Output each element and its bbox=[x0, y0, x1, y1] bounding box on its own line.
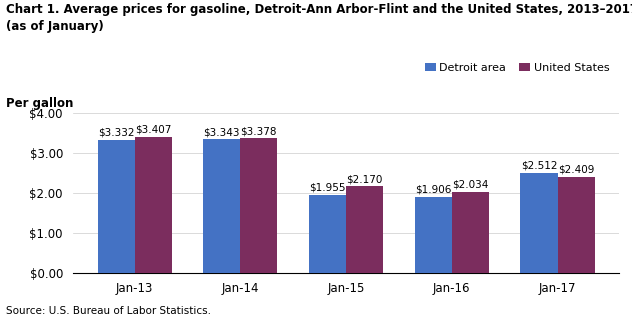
Text: Source: U.S. Bureau of Labor Statistics.: Source: U.S. Bureau of Labor Statistics. bbox=[6, 306, 211, 316]
Text: $3.378: $3.378 bbox=[241, 126, 277, 136]
Text: $2.034: $2.034 bbox=[452, 180, 489, 189]
Text: Chart 1. Average prices for gasoline, Detroit-Ann Arbor-Flint and the United Sta: Chart 1. Average prices for gasoline, De… bbox=[6, 3, 632, 33]
Text: $1.955: $1.955 bbox=[309, 183, 346, 193]
Bar bbox=[204, 139, 240, 273]
Bar bbox=[135, 137, 171, 273]
Bar bbox=[346, 186, 383, 273]
Bar bbox=[415, 197, 452, 273]
Text: $3.407: $3.407 bbox=[135, 125, 171, 135]
Text: $3.343: $3.343 bbox=[204, 128, 240, 137]
Text: $2.170: $2.170 bbox=[346, 174, 383, 184]
Text: Per gallon: Per gallon bbox=[6, 97, 74, 110]
Text: $2.512: $2.512 bbox=[521, 160, 557, 171]
Bar bbox=[521, 173, 557, 273]
Legend: Detroit area, United States: Detroit area, United States bbox=[420, 58, 614, 77]
Bar bbox=[452, 192, 489, 273]
Bar bbox=[240, 138, 277, 273]
Bar bbox=[557, 177, 595, 273]
Text: $3.332: $3.332 bbox=[98, 128, 134, 138]
Bar bbox=[309, 195, 346, 273]
Bar bbox=[97, 140, 135, 273]
Text: $1.906: $1.906 bbox=[415, 185, 451, 195]
Text: $2.409: $2.409 bbox=[558, 165, 594, 175]
